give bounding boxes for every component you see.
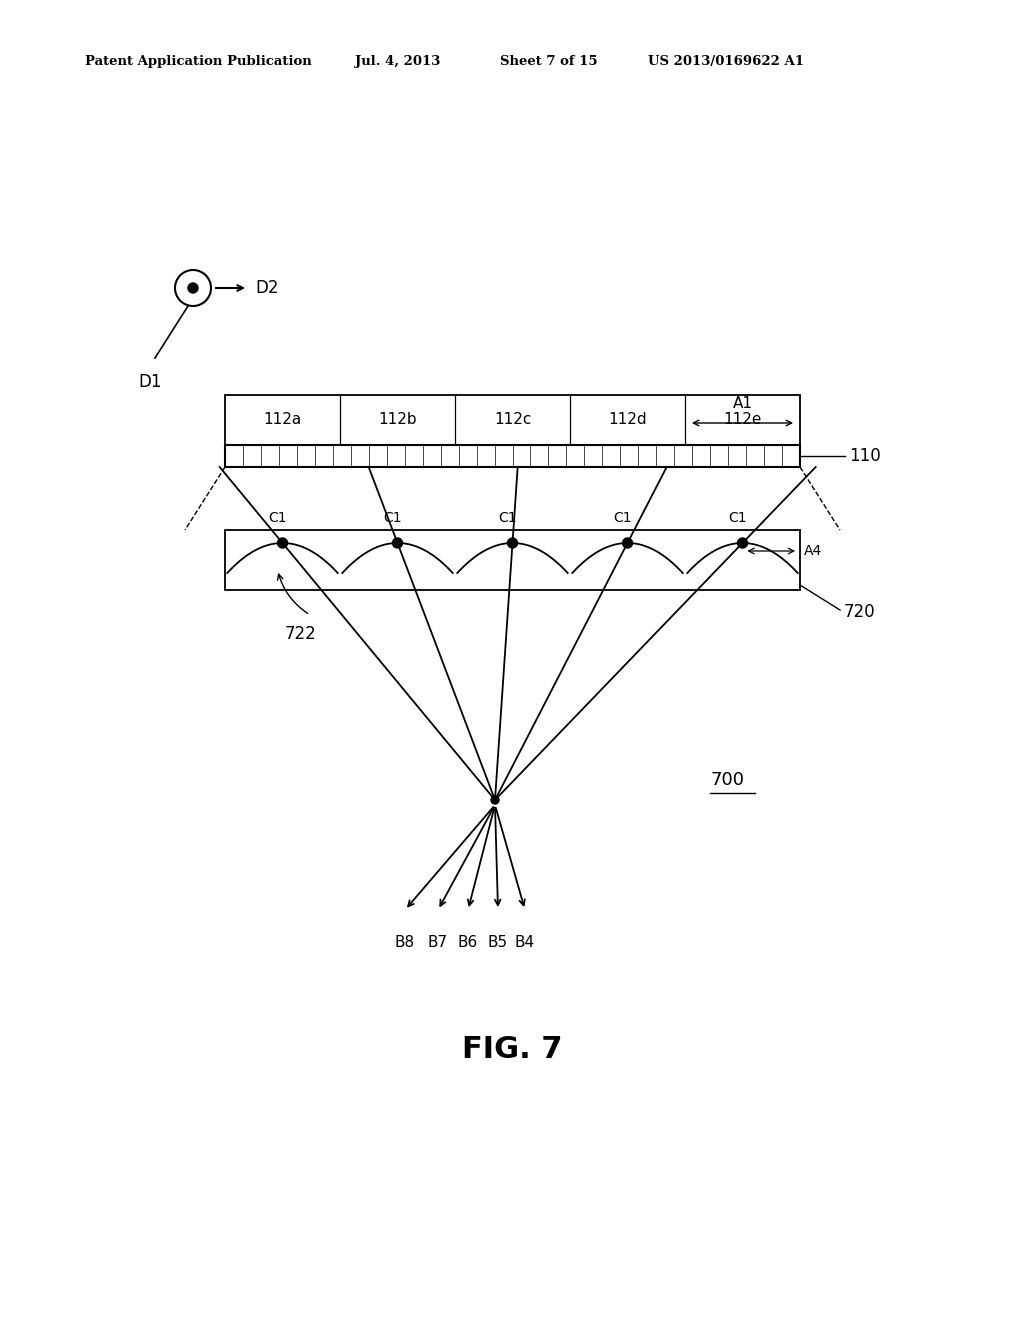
Circle shape <box>490 796 499 804</box>
Text: C1: C1 <box>499 511 517 525</box>
Text: Jul. 4, 2013: Jul. 4, 2013 <box>355 55 440 69</box>
Text: B7: B7 <box>428 935 449 950</box>
Text: 110: 110 <box>849 447 881 465</box>
Text: B5: B5 <box>488 935 508 950</box>
Bar <box>225 445 800 467</box>
Text: Patent Application Publication: Patent Application Publication <box>85 55 311 69</box>
Text: B6: B6 <box>458 935 478 950</box>
Text: A1: A1 <box>732 396 753 411</box>
Text: 112d: 112d <box>608 412 647 428</box>
Text: 720: 720 <box>844 603 876 620</box>
Circle shape <box>508 539 517 548</box>
Text: 112b: 112b <box>378 412 417 428</box>
Circle shape <box>278 539 288 548</box>
Text: B8: B8 <box>395 935 415 950</box>
Circle shape <box>188 282 198 293</box>
Text: 112e: 112e <box>723 412 762 428</box>
Text: D1: D1 <box>138 374 162 391</box>
Text: 700: 700 <box>710 771 744 789</box>
Text: D2: D2 <box>255 279 279 297</box>
Text: B4: B4 <box>515 935 536 950</box>
Text: US 2013/0169622 A1: US 2013/0169622 A1 <box>648 55 804 69</box>
Text: A4: A4 <box>804 544 822 558</box>
Text: 112a: 112a <box>263 412 302 428</box>
Text: 112c: 112c <box>494 412 531 428</box>
Text: C1: C1 <box>383 511 401 525</box>
Text: 722: 722 <box>285 624 316 643</box>
Circle shape <box>623 539 633 548</box>
Bar <box>225 395 800 445</box>
Bar <box>225 531 800 590</box>
Circle shape <box>392 539 402 548</box>
Text: FIG. 7: FIG. 7 <box>462 1035 562 1064</box>
Text: C1: C1 <box>728 511 746 525</box>
Text: C1: C1 <box>268 511 287 525</box>
Text: C1: C1 <box>613 511 632 525</box>
Circle shape <box>737 539 748 548</box>
Text: Sheet 7 of 15: Sheet 7 of 15 <box>500 55 598 69</box>
